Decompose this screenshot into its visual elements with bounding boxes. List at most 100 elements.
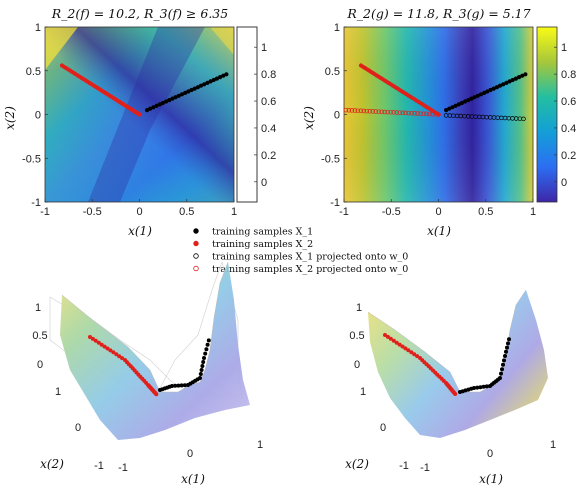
y-tick-label: 0: [35, 110, 41, 122]
z-tick-label: 0.5: [349, 330, 364, 342]
surface-point: [199, 368, 204, 372]
surface-point: [500, 367, 504, 372]
point-g-s3: [346, 108, 352, 113]
point-f-s0: [218, 75, 223, 80]
point-g-s3: [391, 110, 396, 115]
point-f-s0: [179, 92, 185, 97]
surface-point: [204, 347, 209, 352]
y-tick-label: -0.5: [321, 153, 340, 165]
point-g-s3: [367, 109, 373, 114]
y-tick-label: -1: [330, 197, 340, 209]
point-g-s3: [370, 109, 376, 114]
point-f-s0: [164, 99, 169, 104]
point-f-s0: [186, 89, 191, 94]
x-tick-label: 0: [435, 206, 441, 218]
surface-g-points: [383, 333, 511, 396]
point-g-s0: [466, 98, 471, 103]
point-g-s3: [418, 111, 423, 116]
point-f-s0: [214, 76, 219, 81]
legend-label: training samples X_1: [212, 227, 313, 238]
surface-point: [388, 336, 393, 341]
colorbar-tick-label: 0: [561, 177, 567, 189]
legend-label: training samples X_2 projected onto w_0: [212, 264, 408, 275]
y-tick-label: -1: [399, 460, 409, 472]
surface-f: [49, 260, 250, 440]
z-tick-label: 1: [35, 302, 41, 314]
surface-point: [484, 384, 489, 389]
surface-point: [111, 350, 116, 355]
colorbar-g: 1 0.8 0.6 0.4 0.2 0: [536, 26, 576, 203]
surface-g-edge: [367, 289, 527, 393]
ylabel-surface-f: x(2): [40, 457, 64, 471]
surface-f-points: [88, 335, 211, 397]
y-tick-label: -1: [94, 460, 104, 472]
point-g-s3: [412, 111, 417, 116]
colorbar-f-gradient: [236, 26, 258, 203]
point-g-s0: [517, 75, 522, 80]
point-g-s3: [433, 112, 438, 117]
point-g-s3: [388, 109, 393, 115]
point-g-s3: [415, 111, 420, 116]
surface-point: [506, 341, 510, 346]
point-f-s0: [160, 100, 165, 106]
point-g-s3: [394, 110, 399, 115]
xlabel-g: x(1): [427, 224, 451, 238]
point-g-s3: [421, 111, 426, 117]
y-tick-label: 0.5: [26, 66, 41, 78]
surface-point: [182, 383, 187, 388]
point-g-s0: [472, 95, 477, 100]
x-tick-label: -0.5: [83, 206, 102, 218]
surface-point: [90, 336, 95, 341]
legend-label: training samples X_2: [212, 239, 313, 250]
surface-point: [154, 392, 159, 397]
point-f-s0: [198, 83, 204, 88]
point-g-s0: [491, 86, 496, 91]
point-g-s0: [488, 87, 493, 93]
point-g-s0: [453, 103, 458, 108]
surface-point: [202, 356, 206, 360]
point-g-s3: [373, 109, 379, 114]
point-g-s0: [510, 77, 515, 83]
colorbar-tick-label: 0.4: [261, 123, 276, 135]
surface-g-mesh: [368, 290, 548, 438]
y-tick-label: 0: [75, 422, 81, 434]
point-g-s3: [424, 111, 429, 117]
point-g-s3: [397, 110, 402, 115]
ylabel-f: x(2): [3, 106, 17, 130]
point-f-s0: [202, 82, 207, 87]
y-tick-label: 1: [35, 22, 41, 34]
surface-g: [367, 289, 548, 438]
surface-point: [403, 346, 408, 351]
x-tick-label: 1: [257, 439, 263, 451]
surface-point: [179, 383, 184, 388]
point-g-s3: [409, 110, 414, 116]
surface-point: [385, 334, 390, 339]
point-g-s0: [475, 93, 480, 98]
surface-point: [203, 351, 208, 356]
colorbar-g-gradient: [537, 27, 557, 202]
x-tick-label: 1: [550, 439, 556, 451]
colorbar-tick-label: 0.4: [561, 123, 576, 135]
point-g-s0: [504, 80, 509, 85]
surface-point: [198, 376, 202, 380]
heatmap-g-points: [343, 63, 528, 122]
colorbar-tick-label: 1: [261, 42, 267, 54]
point-g-s3: [358, 108, 364, 114]
point-g-s0: [478, 92, 484, 97]
z-tick-label: 1: [356, 302, 362, 314]
surface-point: [114, 352, 119, 357]
colorbar-f: 1 0.8 0.6 0.4 0.2 0: [236, 26, 276, 203]
surface-point: [120, 356, 125, 361]
surface-point: [453, 392, 458, 396]
colorbar-tick-label: 0.2: [561, 150, 576, 162]
x-tick-label: 0.5: [478, 206, 493, 218]
surface-point: [507, 337, 511, 342]
xlabel-surface-g: x(1): [479, 472, 503, 486]
ylabel-g: x(2): [302, 106, 316, 130]
colorbar-tick-label: 0.2: [261, 150, 276, 162]
point-g-s3: [382, 109, 387, 115]
point-g-s0: [523, 72, 528, 77]
y-tick-label: 0: [380, 422, 386, 434]
